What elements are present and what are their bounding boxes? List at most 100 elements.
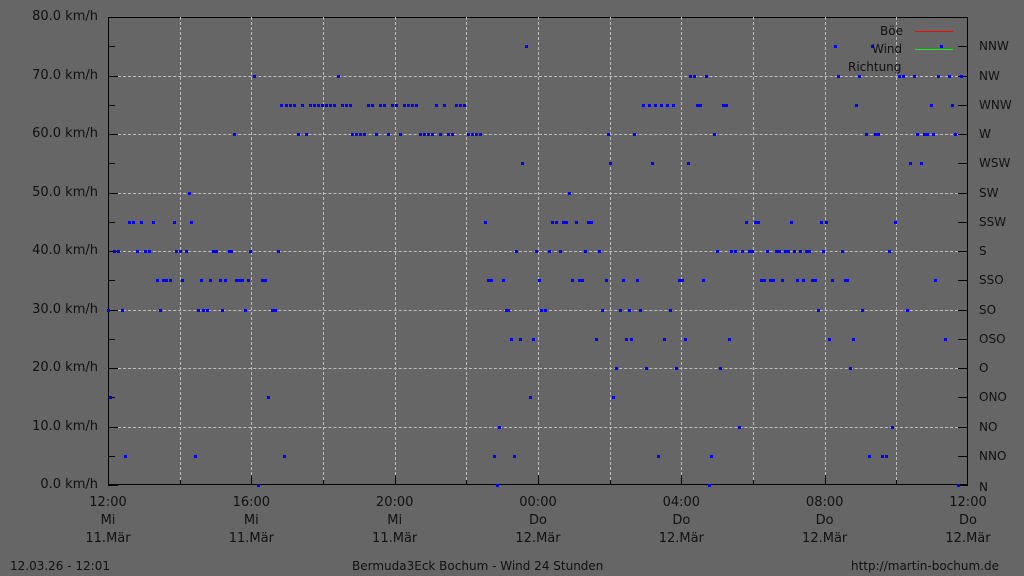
data-point (615, 367, 618, 370)
data-point (257, 484, 260, 487)
data-point (367, 103, 370, 107)
data-point (728, 337, 731, 341)
direction-label: NNO (979, 448, 1007, 463)
x-tick (323, 480, 324, 485)
x-tick-label: 12:00 Mi 11.Mär (68, 494, 148, 548)
data-point (197, 308, 200, 312)
data-point (748, 250, 751, 253)
data-point (937, 74, 940, 78)
data-point (725, 103, 728, 107)
data-point (363, 133, 366, 136)
y-tick (108, 485, 118, 486)
direction-label: ONO (979, 390, 1007, 405)
data-point (639, 308, 642, 312)
data-point (188, 191, 191, 195)
data-point (590, 220, 593, 224)
data-point (669, 308, 672, 312)
data-point (598, 250, 601, 253)
grid-line-vertical (609, 17, 611, 485)
x-tick-time: 08:00 (805, 495, 844, 510)
x-tick-time: 20:00 (375, 495, 414, 510)
x-tick-date: 12.Mär (802, 531, 848, 546)
data-point (375, 133, 378, 136)
footer-url[interactable]: http://martin-bochum.de (851, 559, 999, 573)
data-point (267, 396, 270, 400)
data-point (521, 162, 524, 166)
direction-label: NNW (979, 39, 1009, 54)
data-point (948, 74, 951, 78)
data-point (885, 454, 888, 458)
data-point (212, 250, 215, 253)
grid-line-vertical (538, 17, 539, 485)
y-tick-label: 60.0 km/h (32, 126, 98, 141)
data-point (451, 133, 454, 136)
data-point (713, 133, 716, 136)
x-tick-date: 12.Mär (945, 531, 991, 546)
y-minor-tick (108, 338, 115, 340)
data-point (209, 279, 212, 283)
data-point (540, 308, 543, 312)
data-point (663, 337, 666, 341)
data-point (121, 308, 124, 312)
direction-label: NO (979, 419, 998, 434)
data-point (247, 279, 250, 283)
data-point (395, 103, 398, 107)
data-point (228, 250, 231, 253)
data-point (387, 133, 390, 136)
data-point (951, 103, 954, 107)
data-point (877, 133, 880, 136)
chart-title: Bermuda3Eck Bochum - Wind 24 Stunden (352, 559, 604, 573)
y-tick (108, 75, 118, 77)
data-point (587, 220, 590, 224)
data-point (954, 133, 957, 136)
data-point (913, 74, 916, 78)
data-point (784, 250, 787, 253)
data-point (730, 250, 733, 253)
data-point (215, 250, 218, 253)
data-point (230, 250, 233, 253)
y-minor-tick (108, 455, 115, 457)
data-point (206, 308, 209, 312)
data-point (113, 250, 116, 253)
data-point (297, 133, 300, 136)
direction-label: WNW (979, 97, 1012, 112)
data-point (741, 250, 744, 253)
data-point (630, 337, 633, 341)
y-tick-label: 30.0 km/h (32, 301, 98, 317)
direction-tick (958, 46, 968, 48)
data-point (249, 250, 252, 253)
data-point (648, 103, 651, 107)
direction-label: OSO (979, 331, 1006, 346)
data-point (757, 220, 760, 224)
data-point (496, 484, 499, 487)
data-point (107, 308, 110, 312)
x-tick (251, 475, 253, 485)
data-point (719, 367, 722, 370)
data-point (498, 425, 501, 429)
data-point (636, 279, 639, 283)
data-point (280, 103, 283, 107)
data-point (672, 103, 675, 107)
x-tick-date: 12.Mär (658, 531, 704, 546)
direction-tick (958, 251, 968, 252)
data-point (852, 337, 855, 341)
data-point (407, 103, 410, 107)
legend-label-wind: Wind (872, 42, 903, 56)
data-point (902, 74, 905, 78)
data-point (435, 103, 438, 107)
data-point (871, 45, 874, 49)
x-tick-day: Mi (243, 513, 259, 528)
data-point (221, 308, 224, 312)
data-point (403, 103, 406, 107)
data-point (325, 103, 328, 107)
y-tick-label: 40.0 km/h (32, 243, 98, 258)
y-tick-label: 10.0 km/h (32, 418, 98, 434)
data-point (763, 279, 766, 283)
data-point (351, 133, 354, 136)
data-point (684, 337, 687, 341)
data-point (642, 103, 645, 107)
x-tick (538, 475, 539, 485)
data-point (581, 279, 584, 283)
data-point (253, 74, 256, 78)
data-point (173, 220, 176, 224)
